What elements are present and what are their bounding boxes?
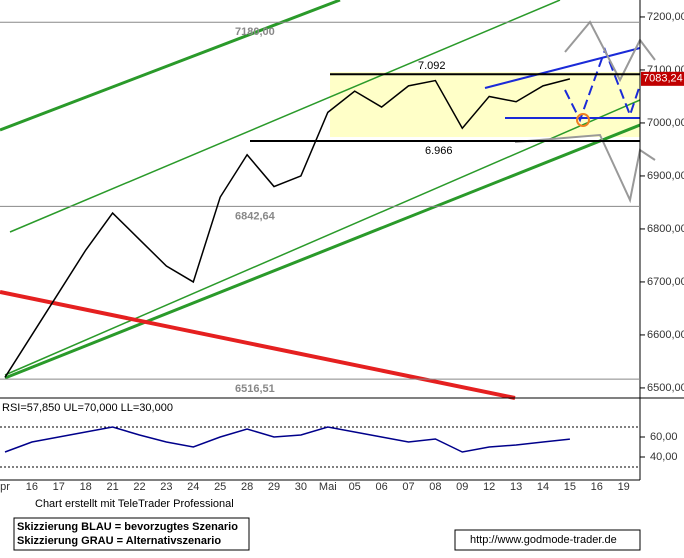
x-tick-label: 06	[375, 481, 387, 493]
price-line	[4, 426, 570, 453]
x-tick-label: 17	[53, 481, 65, 493]
level-label: 7180,00	[235, 26, 275, 38]
x-tick-label: 09	[456, 481, 468, 493]
legend-entry: Skizzierung BLAU = bevorzugtes Szenario	[17, 521, 238, 533]
x-tick-label: 19	[618, 481, 630, 493]
x-tick-label: 16	[591, 481, 603, 493]
x-tick-label: 18	[80, 481, 92, 493]
price-line	[4, 78, 571, 378]
x-tick-label: 22	[133, 481, 145, 493]
last-value-label: 7083,24	[643, 73, 683, 85]
y-tick-label: 6500,00	[647, 382, 684, 394]
x-tick-label: 29	[268, 481, 280, 493]
scenario-sketch	[484, 20, 656, 204]
x-tick-label: 15	[564, 481, 576, 493]
last-value-box	[641, 71, 684, 86]
x-tick-label: pr	[0, 481, 10, 493]
y-tick-label: 7200,00	[647, 11, 684, 23]
level-label: 6516,51	[235, 383, 275, 395]
legend-entry: Skizzierung GRAU = Alternativszenario	[17, 535, 221, 547]
range-box	[330, 72, 640, 137]
range-label: 7.092	[418, 60, 446, 72]
y-tick-label: 60,00	[650, 431, 678, 443]
x-tick-label: 30	[295, 481, 307, 493]
x-tick-label: 05	[349, 481, 361, 493]
legend-box	[13, 517, 250, 551]
footer: Chart erstellt mit TeleTrader Profession…	[35, 498, 234, 510]
x-tick-label: 25	[214, 481, 226, 493]
trend-channels	[0, 0, 641, 380]
y-tick-label: 40,00	[650, 451, 678, 463]
y-tick-label: 6700,00	[647, 276, 684, 288]
x-tick-label: 07	[402, 481, 414, 493]
y-tick-label: 6600,00	[647, 329, 684, 341]
x-tick-label: 28	[241, 481, 253, 493]
x-tick-label: 13	[510, 481, 522, 493]
x-tick-label: 21	[106, 481, 118, 493]
x-tick-label: 23	[160, 481, 172, 493]
source: http://www.godmode-trader.de	[470, 534, 617, 546]
range-label: 6.966	[425, 145, 453, 157]
x-tick-label: 12	[483, 481, 495, 493]
y-tick-label: 7000,00	[647, 117, 684, 129]
x-tick-label: 14	[537, 481, 549, 493]
y-tick-label: 6900,00	[647, 170, 684, 182]
x-tick-label: Mai	[319, 481, 337, 493]
y-tick-label: 6800,00	[647, 223, 684, 235]
level-label: 6842,64	[235, 210, 276, 222]
downtrend-line	[0, 290, 516, 400]
source-box	[454, 529, 641, 551]
x-tick-label: 24	[187, 481, 199, 493]
x-tick-label: 16	[26, 481, 38, 493]
x-tick-label: 08	[429, 481, 441, 493]
rsi-title: RSI=57,850 UL=70,000 LL=30,000	[2, 402, 173, 414]
